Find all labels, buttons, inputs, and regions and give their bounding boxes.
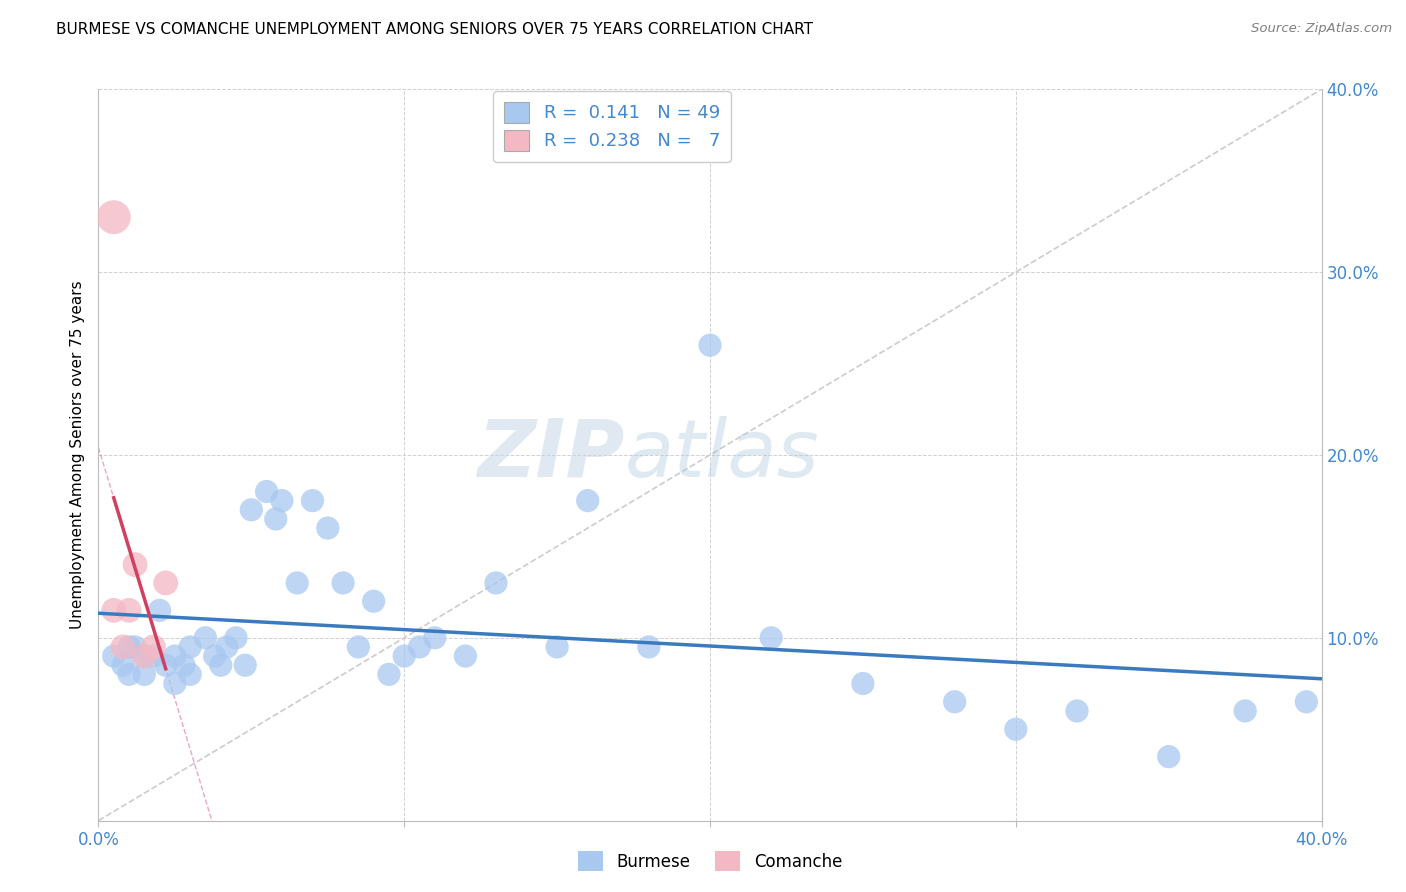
Point	[240, 502, 263, 516]
Point	[163, 676, 186, 690]
Point	[103, 603, 125, 617]
Point	[233, 658, 256, 673]
Point	[363, 594, 385, 608]
Point	[1004, 723, 1026, 737]
Point	[142, 649, 165, 664]
Point	[852, 676, 875, 690]
Point	[118, 640, 141, 654]
Point	[347, 640, 370, 654]
Point	[103, 649, 125, 664]
Point	[1066, 704, 1088, 718]
Point	[256, 484, 278, 499]
Point	[1295, 695, 1317, 709]
Point	[264, 512, 287, 526]
Point	[637, 640, 661, 654]
Point	[378, 667, 401, 681]
Y-axis label: Unemployment Among Seniors over 75 years: Unemployment Among Seniors over 75 years	[70, 281, 86, 629]
Point	[179, 640, 201, 654]
Point	[179, 667, 201, 681]
Point	[215, 640, 238, 654]
Point	[392, 649, 416, 664]
Point	[332, 576, 354, 591]
Point	[163, 649, 186, 664]
Point	[103, 211, 125, 225]
Point	[408, 640, 430, 654]
Point	[204, 649, 226, 664]
Point	[124, 640, 146, 654]
Point	[209, 658, 232, 673]
Text: Source: ZipAtlas.com: Source: ZipAtlas.com	[1251, 22, 1392, 36]
Point	[225, 631, 247, 645]
Point	[142, 640, 165, 654]
Point	[155, 658, 177, 673]
Point	[1157, 749, 1180, 764]
Point	[118, 603, 141, 617]
Point	[485, 576, 508, 591]
Point	[759, 631, 782, 645]
Point	[149, 603, 172, 617]
Point	[134, 649, 156, 664]
Point	[316, 521, 339, 535]
Point	[111, 658, 134, 673]
Point	[943, 695, 966, 709]
Point	[576, 493, 599, 508]
Point	[546, 640, 568, 654]
Text: BURMESE VS COMANCHE UNEMPLOYMENT AMONG SENIORS OVER 75 YEARS CORRELATION CHART: BURMESE VS COMANCHE UNEMPLOYMENT AMONG S…	[56, 22, 813, 37]
Point	[173, 658, 195, 673]
Text: atlas: atlas	[624, 416, 820, 494]
Legend: Burmese, Comanche: Burmese, Comanche	[571, 845, 849, 878]
Point	[111, 640, 134, 654]
Point	[699, 338, 721, 352]
Point	[270, 493, 292, 508]
Point	[134, 667, 156, 681]
Point	[155, 576, 177, 591]
Point	[134, 649, 156, 664]
Point	[194, 631, 217, 645]
Point	[285, 576, 308, 591]
Point	[301, 493, 323, 508]
Point	[1234, 704, 1257, 718]
Point	[423, 631, 446, 645]
Point	[118, 667, 141, 681]
Text: ZIP: ZIP	[477, 416, 624, 494]
Point	[454, 649, 477, 664]
Point	[124, 558, 146, 572]
